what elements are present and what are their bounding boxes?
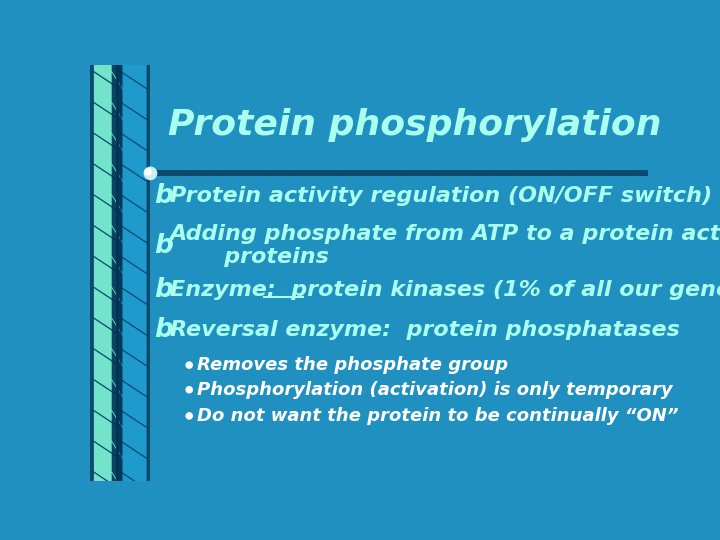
- Polygon shape: [94, 319, 120, 365]
- Polygon shape: [112, 473, 122, 519]
- Polygon shape: [121, 411, 147, 457]
- Polygon shape: [94, 257, 120, 303]
- Polygon shape: [94, 103, 120, 150]
- Polygon shape: [112, 165, 122, 211]
- Polygon shape: [121, 473, 147, 519]
- Polygon shape: [121, 165, 147, 211]
- Text: Do not want the protein to be continually “ON”: Do not want the protein to be continuall…: [197, 407, 678, 425]
- Polygon shape: [94, 165, 120, 211]
- Polygon shape: [94, 134, 120, 180]
- Polygon shape: [112, 381, 122, 427]
- Polygon shape: [121, 381, 147, 427]
- Polygon shape: [112, 257, 122, 303]
- FancyBboxPatch shape: [150, 170, 648, 177]
- Polygon shape: [121, 42, 147, 88]
- Polygon shape: [94, 381, 120, 427]
- Polygon shape: [94, 442, 120, 488]
- Polygon shape: [112, 195, 122, 242]
- Polygon shape: [112, 350, 122, 396]
- Circle shape: [144, 167, 157, 179]
- Circle shape: [186, 413, 192, 419]
- FancyBboxPatch shape: [90, 65, 150, 481]
- Polygon shape: [112, 226, 122, 273]
- Polygon shape: [121, 288, 147, 334]
- Text: b: b: [154, 233, 174, 259]
- Polygon shape: [94, 72, 120, 119]
- Circle shape: [145, 169, 151, 175]
- Polygon shape: [94, 288, 120, 334]
- Polygon shape: [121, 257, 147, 303]
- Text: b: b: [154, 183, 174, 208]
- Polygon shape: [94, 42, 120, 88]
- Polygon shape: [121, 72, 147, 119]
- Polygon shape: [121, 319, 147, 365]
- Polygon shape: [112, 288, 122, 334]
- Text: Protein phosphorylation: Protein phosphorylation: [168, 108, 661, 142]
- Circle shape: [186, 387, 192, 393]
- Polygon shape: [112, 103, 122, 150]
- Polygon shape: [121, 195, 147, 242]
- Text: Adding phosphate from ATP to a protein activates
       proteins: Adding phosphate from ATP to a protein a…: [170, 224, 720, 267]
- Polygon shape: [94, 411, 120, 457]
- Text: Reversal enzyme:  protein phosphatases: Reversal enzyme: protein phosphatases: [170, 320, 680, 340]
- Polygon shape: [94, 195, 120, 242]
- Polygon shape: [121, 103, 147, 150]
- Polygon shape: [121, 134, 147, 180]
- Text: Removes the phosphate group: Removes the phosphate group: [197, 356, 508, 374]
- Text: Enzyme:  protein kinases (1% of all our genes): Enzyme: protein kinases (1% of all our g…: [170, 280, 720, 300]
- Polygon shape: [121, 226, 147, 273]
- Polygon shape: [112, 442, 122, 488]
- Polygon shape: [112, 72, 122, 119]
- Polygon shape: [94, 226, 120, 273]
- Circle shape: [186, 362, 192, 368]
- Polygon shape: [94, 350, 120, 396]
- Polygon shape: [112, 319, 122, 365]
- Polygon shape: [112, 42, 122, 88]
- Text: b: b: [154, 318, 174, 343]
- Polygon shape: [112, 411, 122, 457]
- Polygon shape: [121, 350, 147, 396]
- Text: Phosphorylation (activation) is only temporary: Phosphorylation (activation) is only tem…: [197, 381, 672, 399]
- Polygon shape: [121, 442, 147, 488]
- Text: Protein activity regulation (ON/OFF switch): Protein activity regulation (ON/OFF swit…: [170, 186, 712, 206]
- Text: b: b: [154, 276, 174, 302]
- Polygon shape: [94, 473, 120, 519]
- Polygon shape: [112, 134, 122, 180]
